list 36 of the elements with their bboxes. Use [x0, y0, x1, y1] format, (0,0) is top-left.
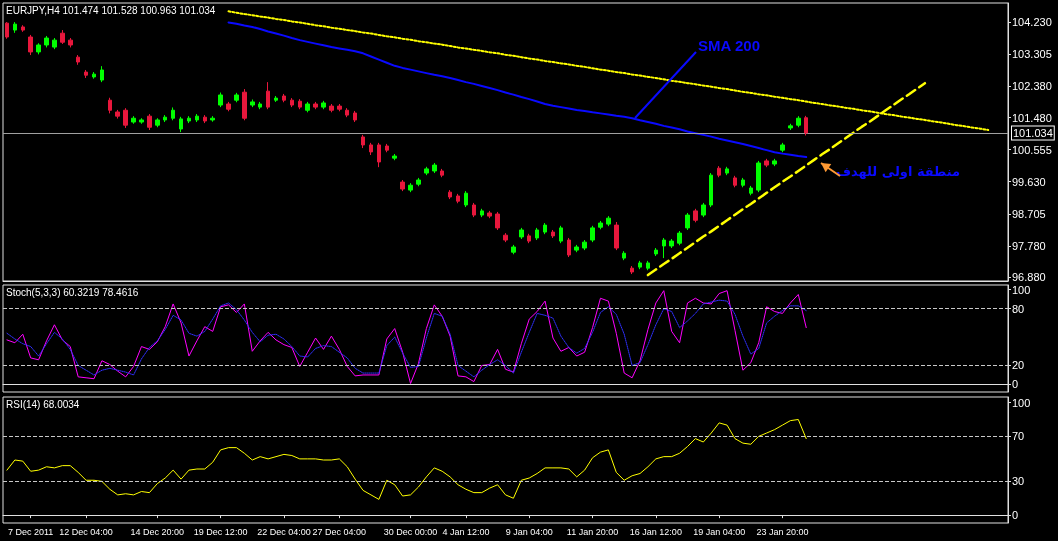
y-tick-label: 97.780 [1012, 239, 1046, 252]
y-tick-label: 80 [1012, 302, 1025, 315]
x-tick-label: 23 Jan 20:00 [756, 526, 809, 537]
y-tick-label: 101.480 [1012, 111, 1052, 124]
ref-line-label: 101.034 [1013, 127, 1053, 140]
x-tick-label: 9 Jan 04:00 [505, 526, 553, 537]
x-tick-label: 30 Dec 00:00 [383, 526, 438, 537]
y-tick-label: 102.380 [1012, 80, 1052, 93]
annotation: منطقة اولى للهدف [835, 164, 961, 179]
annotation: SMA 200 [698, 37, 760, 54]
y-tick-label: 104.230 [1012, 16, 1052, 29]
y-tick-label: 100 [1012, 396, 1031, 409]
x-tick-label: 22 Dec 04:00 [257, 526, 311, 537]
y-tick-label: 100 [1012, 283, 1031, 296]
x-tick-label: 27 Dec 04:00 [312, 526, 367, 537]
x-tick-label: 16 Jan 12:00 [629, 526, 682, 537]
y-tick-label: 70 [1012, 430, 1025, 443]
x-tick-label: 7 Dec 2011 [8, 526, 54, 537]
x-tick-label: 14 Dec 20:00 [130, 526, 185, 537]
x-tick-label: 4 Jan 12:00 [442, 526, 490, 537]
y-tick-label: 20 [1012, 359, 1025, 372]
y-tick-label: 0 [1012, 509, 1019, 522]
x-tick-label: 12 Dec 04:00 [59, 526, 113, 537]
x-tick-label: 19 Jan 04:00 [693, 526, 746, 537]
chart-title: RSI(14) 68.0034 [6, 398, 80, 410]
y-tick-label: 96.880 [1012, 271, 1046, 284]
y-tick-label: 103.305 [1012, 48, 1052, 61]
x-tick-label: 19 Dec 12:00 [193, 526, 248, 537]
y-tick-label: 98.705 [1012, 207, 1046, 220]
y-tick-label: 99.630 [1012, 175, 1046, 188]
chart-title: EURJPY,H4 101.474 101.528 100.963 101.034 [6, 4, 216, 16]
y-tick-label: 0 [1012, 378, 1019, 391]
chart-title: Stoch(5,3,3) 60.3219 78.4616 [6, 286, 139, 298]
y-tick-label: 30 [1012, 475, 1025, 488]
y-tick-label: 100.555 [1012, 143, 1052, 156]
x-tick-label: 11 Jan 20:00 [566, 526, 619, 537]
